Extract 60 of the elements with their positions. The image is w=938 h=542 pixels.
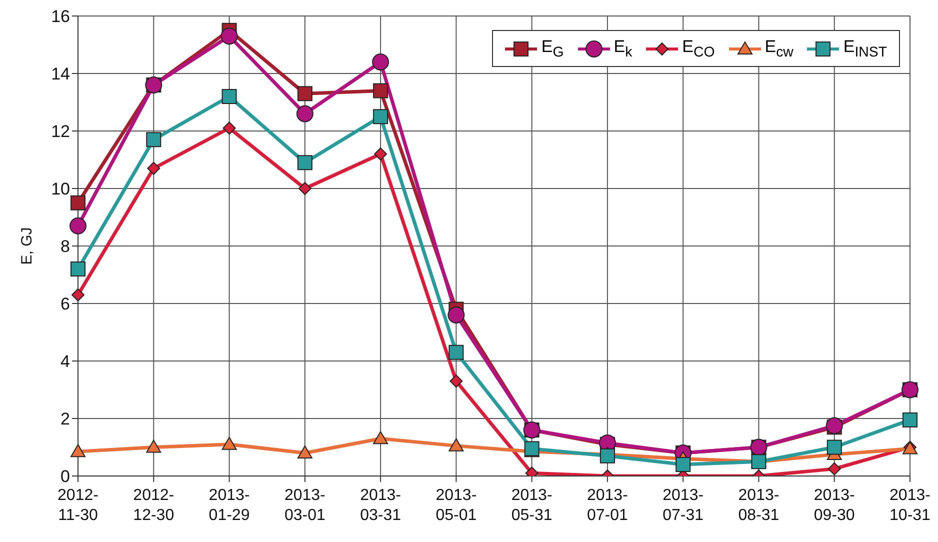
legend-label: E$_{cw}$ [764,37,794,60]
x-tick-label: 2013-09-30 [814,487,855,524]
x-tick-label: 2013-05-01 [436,487,477,524]
point [600,448,615,464]
y-tick-label: 8 [60,237,70,256]
point [448,438,464,452]
x-tick-label: 2013-10-31 [890,487,931,524]
y-tick-label: 0 [60,467,70,486]
x-tick-label: 2013-08-31 [738,487,780,524]
point [372,54,390,70]
x-tick-label: 2013-01-29 [208,487,250,524]
x-tick-label: 2013-03-01 [284,487,326,524]
point [146,132,162,148]
y-tick-label: 4 [60,352,70,372]
point [70,444,86,458]
point [676,457,691,472]
y-tick-label: 12 [51,122,70,142]
point [72,288,84,302]
x-tick-label: 2013-03-31 [360,487,402,524]
point [222,122,236,135]
legend-label: E$_{CO}$ [682,37,715,60]
y-tick-label: 10 [51,180,70,199]
point [826,417,843,434]
y-axis-title: E, GJ [18,227,36,265]
point [374,148,388,160]
point [902,412,918,428]
x-tick-label: 2013-07-01 [586,487,628,524]
y-tick-label: 14 [51,64,70,84]
x-tick-label: 2012-12-30 [133,487,174,524]
y-tick-label: 6 [60,294,70,314]
y-tick-label: 16 [51,7,70,26]
point [297,446,312,458]
point [70,217,86,234]
point [146,440,162,453]
point [373,431,388,444]
point [828,462,841,476]
point [448,344,464,360]
point [298,182,312,195]
point [70,262,86,276]
point [147,162,160,175]
point [448,306,465,324]
x-tick-label: 2013-05-31 [511,487,552,524]
x-tick-label: 2013-07-31 [662,487,704,524]
point [222,436,237,450]
point [826,440,842,455]
legend-label: E$_{G}$ [541,37,564,60]
legend-label: E$_{INST}$ [843,37,887,60]
point [373,83,388,98]
point [373,109,388,124]
x-tick-label: 2012-11-30 [58,487,98,524]
point [220,28,238,45]
point [524,441,540,456]
legend-label: E$_{k}$ [614,37,632,60]
point [70,195,86,210]
point [222,89,237,104]
point [297,155,312,170]
point [450,374,463,388]
y-tick-label: 2 [60,410,70,429]
point [297,86,312,102]
point [296,105,314,122]
